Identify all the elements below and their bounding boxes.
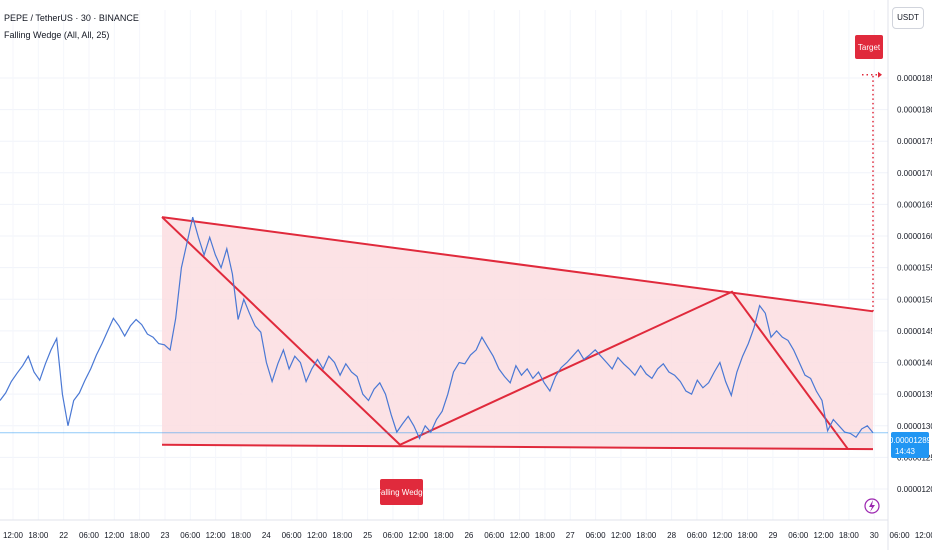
x-tick-label: 12:00	[915, 531, 932, 540]
y-tick-label: 0.00001350	[897, 390, 932, 399]
x-tick-label: 26	[464, 531, 473, 540]
price-series	[0, 216, 874, 440]
y-tick-label: 0.00001500	[897, 295, 932, 304]
x-tick-label: 30	[870, 531, 879, 540]
x-tick-label: 12:00	[611, 531, 632, 540]
pattern-badge	[380, 479, 423, 505]
y-tick-label: 0.00001700	[897, 169, 932, 178]
y-tick-label: 0.00001800	[897, 106, 932, 115]
target-badge	[855, 35, 883, 59]
y-tick-label: 0.00001850	[897, 74, 932, 83]
wedge-pattern	[161, 216, 874, 451]
x-tick-label: 06:00	[484, 531, 505, 540]
last-price-badge	[891, 432, 929, 458]
x-tick-label: 06:00	[282, 531, 303, 540]
x-tick-label: 27	[566, 531, 575, 540]
lower-trendline	[161, 443, 874, 451]
x-tick-label: 12:00	[206, 531, 227, 540]
x-tick-label: 22	[59, 531, 68, 540]
y-tick-label: 0.00001550	[897, 264, 932, 273]
x-tick-label: 06:00	[890, 531, 911, 540]
x-tick-label: 06:00	[788, 531, 809, 540]
x-tick-label: 18:00	[28, 531, 49, 540]
x-tick-label: 12:00	[408, 531, 429, 540]
y-tick-label: 0.00001650	[897, 200, 932, 209]
x-tick-label: 12:00	[307, 531, 328, 540]
x-tick-label: 06:00	[383, 531, 404, 540]
x-tick-label: 25	[363, 531, 372, 540]
lightning-bolt-icon	[869, 500, 875, 512]
indicator-title[interactable]: Falling Wedge (All, All, 25)	[4, 30, 110, 40]
x-tick-label: 12:00	[3, 531, 24, 540]
x-tick-label: 18:00	[130, 531, 151, 540]
x-tick-label: 18:00	[434, 531, 455, 540]
x-tick-label: 06:00	[687, 531, 708, 540]
wedge-fill	[162, 217, 873, 450]
annotations: Target Falling Wedge 0.00001289 14:43	[0, 35, 932, 514]
x-tick-label: 12:00	[814, 531, 835, 540]
currency-button[interactable]: USDT	[892, 7, 924, 29]
x-tick-label: 24	[262, 531, 271, 540]
x-tick-label: 18:00	[535, 531, 556, 540]
last-price-value: 0.00001289	[889, 436, 932, 445]
y-tick-label: 0.00001300	[897, 422, 932, 431]
symbol-title[interactable]: PEPE / TetherUS · 30 · BINANCE	[4, 13, 139, 23]
x-tick-label: 18:00	[839, 531, 860, 540]
x-tick-label: 06:00	[586, 531, 607, 540]
x-tick-label: 18:00	[231, 531, 252, 540]
x-tick-label: 12:00	[510, 531, 531, 540]
y-tick-label: 0.00001750	[897, 137, 932, 146]
upper-trendline	[161, 216, 874, 313]
y-tick-label: 0.00001600	[897, 232, 932, 241]
target-label: Target	[858, 43, 881, 52]
target-arrow	[878, 71, 882, 78]
x-tick-label: 18:00	[636, 531, 657, 540]
y-tick-label: 0.00001200	[897, 485, 932, 494]
x-tick-label: 23	[161, 531, 170, 540]
x-tick-label: 29	[768, 531, 777, 540]
price-axis-panel	[888, 0, 932, 550]
countdown-value: 14:43	[895, 447, 916, 456]
x-tick-label: 12:00	[104, 531, 125, 540]
y-tick-label: 0.00001400	[897, 359, 932, 368]
x-tick-label: 06:00	[79, 531, 100, 540]
pattern-label: Falling Wedge	[376, 488, 428, 497]
x-tick-label: 06:00	[180, 531, 201, 540]
x-tick-label: 18:00	[332, 531, 353, 540]
y-tick-label: 0.00001450	[897, 327, 932, 336]
x-tick-label: 28	[667, 531, 676, 540]
price-line	[0, 216, 874, 440]
x-tick-label: 12:00	[712, 531, 733, 540]
zigzag-line	[161, 216, 849, 450]
x-tick-label: 18:00	[738, 531, 759, 540]
